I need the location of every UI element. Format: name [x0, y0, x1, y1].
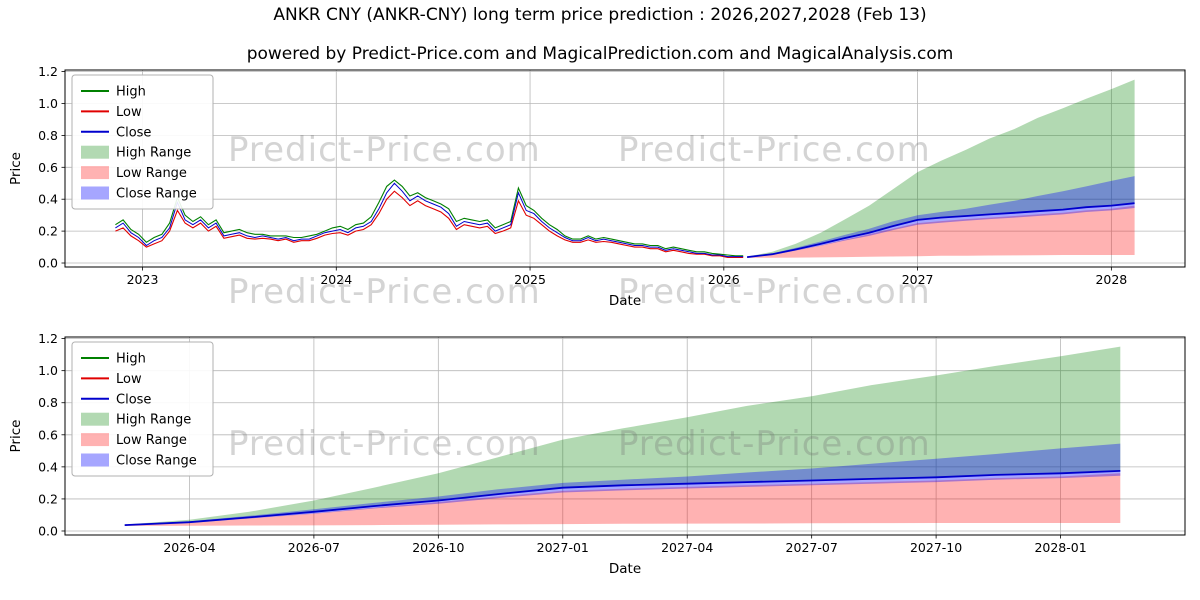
legend-item-label: Low — [116, 372, 142, 387]
top-price-chart: 0.0 0.2 0.4 0.6 0.8 1.0 1.2 2023 2024 2025 2026 202… — [8, 64, 1186, 309]
x-tick-label: 2027-01 — [537, 540, 589, 555]
y-tick-label: 1.2 — [38, 64, 58, 79]
x-tick-label: 2023 — [127, 272, 159, 287]
legend-item-label: Low Range — [116, 433, 187, 448]
legend-box — [71, 341, 214, 477]
x-tick-label: 2027-07 — [786, 540, 838, 555]
y-tick-label: 0.2 — [38, 224, 58, 239]
legend-box — [71, 74, 214, 210]
high-range-band — [747, 79, 1135, 258]
x-tick-label: 2027-04 — [661, 540, 713, 555]
close-line-historical — [115, 182, 744, 258]
low-range-band — [747, 205, 1135, 258]
x-tick-label: 2024 — [320, 272, 352, 287]
y-tick-label: 0.6 — [38, 160, 58, 175]
x-tick-label: 2025 — [514, 272, 546, 287]
y-axis-label: Price — [8, 420, 24, 453]
y-tick-label: 0.8 — [38, 395, 58, 410]
legend-swatch-patch — [81, 453, 109, 467]
legend-swatch-patch — [81, 145, 109, 159]
legend-item-label: Low — [116, 105, 142, 120]
y-tick-label: 0.4 — [38, 192, 58, 207]
high-line — [115, 179, 744, 257]
legend-item-label: High Range — [116, 146, 191, 161]
legend-item-label: High Range — [116, 413, 191, 428]
x-axis-label: Date — [609, 293, 641, 309]
legend-item-label: Close Range — [116, 454, 197, 469]
x-tick-label: 2026-07 — [288, 540, 340, 555]
x-tick-label: 2028-01 — [1034, 540, 1086, 555]
plot-border — [64, 69, 1186, 268]
legend-item-label: Close Range — [116, 187, 197, 202]
low-range-band — [124, 473, 1121, 526]
y-tick-label: 0.6 — [38, 427, 58, 442]
x-tick-label: 2027 — [902, 272, 934, 287]
close-line-forecast — [746, 202, 1135, 258]
legend-swatch-patch — [81, 433, 109, 447]
x-tick-label: 2026-04 — [163, 540, 215, 555]
y-tick-label: 0.8 — [38, 128, 58, 143]
legend-item-label: High — [116, 85, 146, 100]
y-tick-label: 0.0 — [38, 523, 58, 538]
legend: High Low Close High Range Low Range Close Ran… — [71, 341, 214, 477]
y-tick-label: 1.2 — [38, 331, 58, 346]
x-tick-label: 2027-10 — [910, 540, 962, 555]
x-axis-label: Date — [609, 561, 641, 577]
x-tick-label: 2028 — [1095, 272, 1127, 287]
legend-swatch-patch — [81, 412, 109, 426]
legend-item-label: Close — [116, 392, 151, 407]
legend-item-label: Close — [116, 125, 151, 140]
y-tick-label: 0.4 — [38, 459, 58, 474]
legend: High Low Close High Range Low Range Close Ran… — [71, 74, 214, 210]
legend-swatch-patch — [81, 166, 109, 180]
y-axis-label: Price — [8, 152, 24, 185]
bottom-forecast-chart: 0.0 0.2 0.4 0.6 0.8 1.0 1.2 2026-04 2026-07 2026-… — [8, 331, 1186, 577]
legend-item-label: High — [116, 352, 146, 367]
y-tick-label: 1.0 — [38, 363, 58, 378]
x-tick-label: 2026-10 — [412, 540, 464, 555]
x-tick-label: 2026 — [708, 272, 740, 287]
legend-swatch-patch — [81, 186, 109, 200]
chart-title: ANKR CNY (ANKR-CNY) long term price pred… — [273, 5, 927, 25]
legend-item-label: Low Range — [116, 166, 187, 181]
close-line-forecast — [124, 470, 1121, 526]
y-tick-label: 0.2 — [38, 491, 58, 506]
chart-subtitle: powered by Predict-Price.com and Magical… — [246, 44, 954, 64]
y-tick-label: 0.0 — [38, 256, 58, 271]
y-tick-label: 1.0 — [38, 96, 58, 111]
high-range-band — [124, 346, 1121, 526]
low-line — [115, 190, 744, 258]
plot-border — [64, 336, 1186, 536]
